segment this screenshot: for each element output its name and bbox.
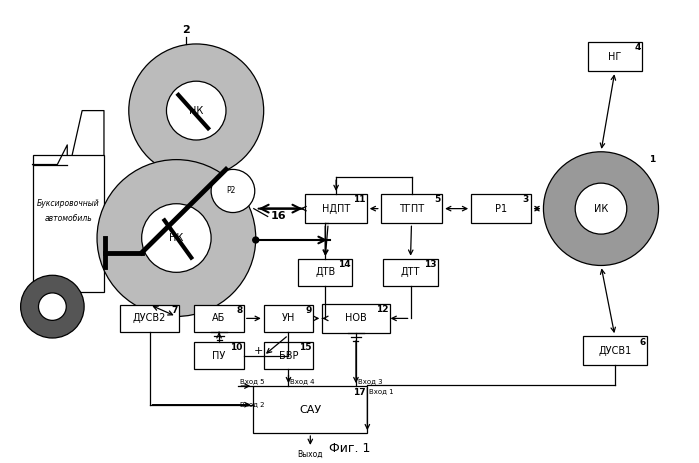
- Circle shape: [129, 44, 264, 177]
- Text: ИК: ИК: [594, 204, 608, 213]
- Text: 13: 13: [424, 260, 436, 269]
- Circle shape: [575, 183, 627, 234]
- Text: 14: 14: [338, 260, 351, 269]
- Text: ДУСВ2: ДУСВ2: [133, 313, 166, 324]
- Text: НК: НК: [169, 233, 184, 243]
- Text: Вход 4: Вход 4: [291, 378, 315, 384]
- Bar: [583, 336, 647, 365]
- Text: НГ: НГ: [608, 52, 621, 62]
- Text: +: +: [254, 346, 264, 356]
- Text: Вход 3: Вход 3: [358, 378, 382, 384]
- Bar: [298, 259, 352, 286]
- Text: НОВ: НОВ: [345, 313, 367, 323]
- Text: 5: 5: [435, 195, 441, 204]
- Bar: [322, 304, 389, 333]
- Text: ДУСВ1: ДУСВ1: [598, 346, 631, 356]
- Text: 6: 6: [640, 338, 646, 346]
- Text: 8: 8: [236, 306, 243, 315]
- Text: 17: 17: [353, 388, 366, 396]
- Circle shape: [21, 275, 84, 338]
- Text: АБ: АБ: [212, 313, 226, 323]
- Bar: [381, 194, 442, 223]
- Text: 15: 15: [299, 344, 312, 352]
- Text: ТГПТ: ТГПТ: [399, 204, 424, 213]
- Bar: [120, 305, 180, 332]
- Circle shape: [253, 237, 259, 243]
- Bar: [253, 386, 368, 433]
- Bar: [264, 305, 313, 332]
- Text: 7: 7: [171, 306, 178, 315]
- Bar: [194, 305, 244, 332]
- Text: Р2: Р2: [226, 187, 236, 195]
- Text: 3: 3: [523, 195, 529, 204]
- Text: Буксировочный: Буксировочный: [37, 199, 100, 208]
- Text: -: -: [287, 373, 291, 383]
- Circle shape: [166, 81, 226, 140]
- Text: НК: НК: [189, 106, 203, 116]
- Text: 4: 4: [634, 44, 641, 52]
- Text: 11: 11: [353, 195, 366, 204]
- Text: Вход 1: Вход 1: [369, 388, 394, 394]
- Bar: [305, 194, 367, 223]
- Bar: [383, 259, 438, 286]
- Bar: [471, 194, 531, 223]
- Bar: [194, 342, 244, 369]
- Text: Р1: Р1: [495, 204, 507, 213]
- Text: Вход 5: Вход 5: [240, 378, 265, 384]
- Text: 16: 16: [271, 212, 287, 221]
- Text: 10: 10: [230, 344, 243, 352]
- Text: Вход 2: Вход 2: [240, 400, 265, 407]
- Text: Выход: Выход: [298, 450, 323, 459]
- Text: НДПТ: НДПТ: [322, 204, 350, 213]
- Text: 12: 12: [375, 305, 388, 314]
- Text: ПУ: ПУ: [212, 350, 226, 361]
- Text: 1: 1: [649, 155, 656, 164]
- Circle shape: [38, 293, 66, 320]
- Text: автомобиль: автомобиль: [44, 214, 92, 223]
- Text: САУ: САУ: [299, 405, 322, 414]
- Circle shape: [97, 160, 256, 316]
- Text: 9: 9: [305, 306, 312, 315]
- Circle shape: [142, 204, 211, 272]
- Text: ДТВ: ДТВ: [315, 267, 336, 277]
- Bar: [33, 155, 104, 292]
- Text: Фиг. 1: Фиг. 1: [329, 442, 370, 455]
- Bar: [264, 342, 313, 369]
- Text: УН: УН: [282, 313, 295, 323]
- Text: 2: 2: [182, 25, 190, 35]
- Text: ДТТ: ДТТ: [401, 267, 420, 277]
- Circle shape: [211, 169, 254, 213]
- Text: БВР: БВР: [279, 350, 298, 361]
- Circle shape: [543, 152, 658, 265]
- Bar: [588, 42, 642, 71]
